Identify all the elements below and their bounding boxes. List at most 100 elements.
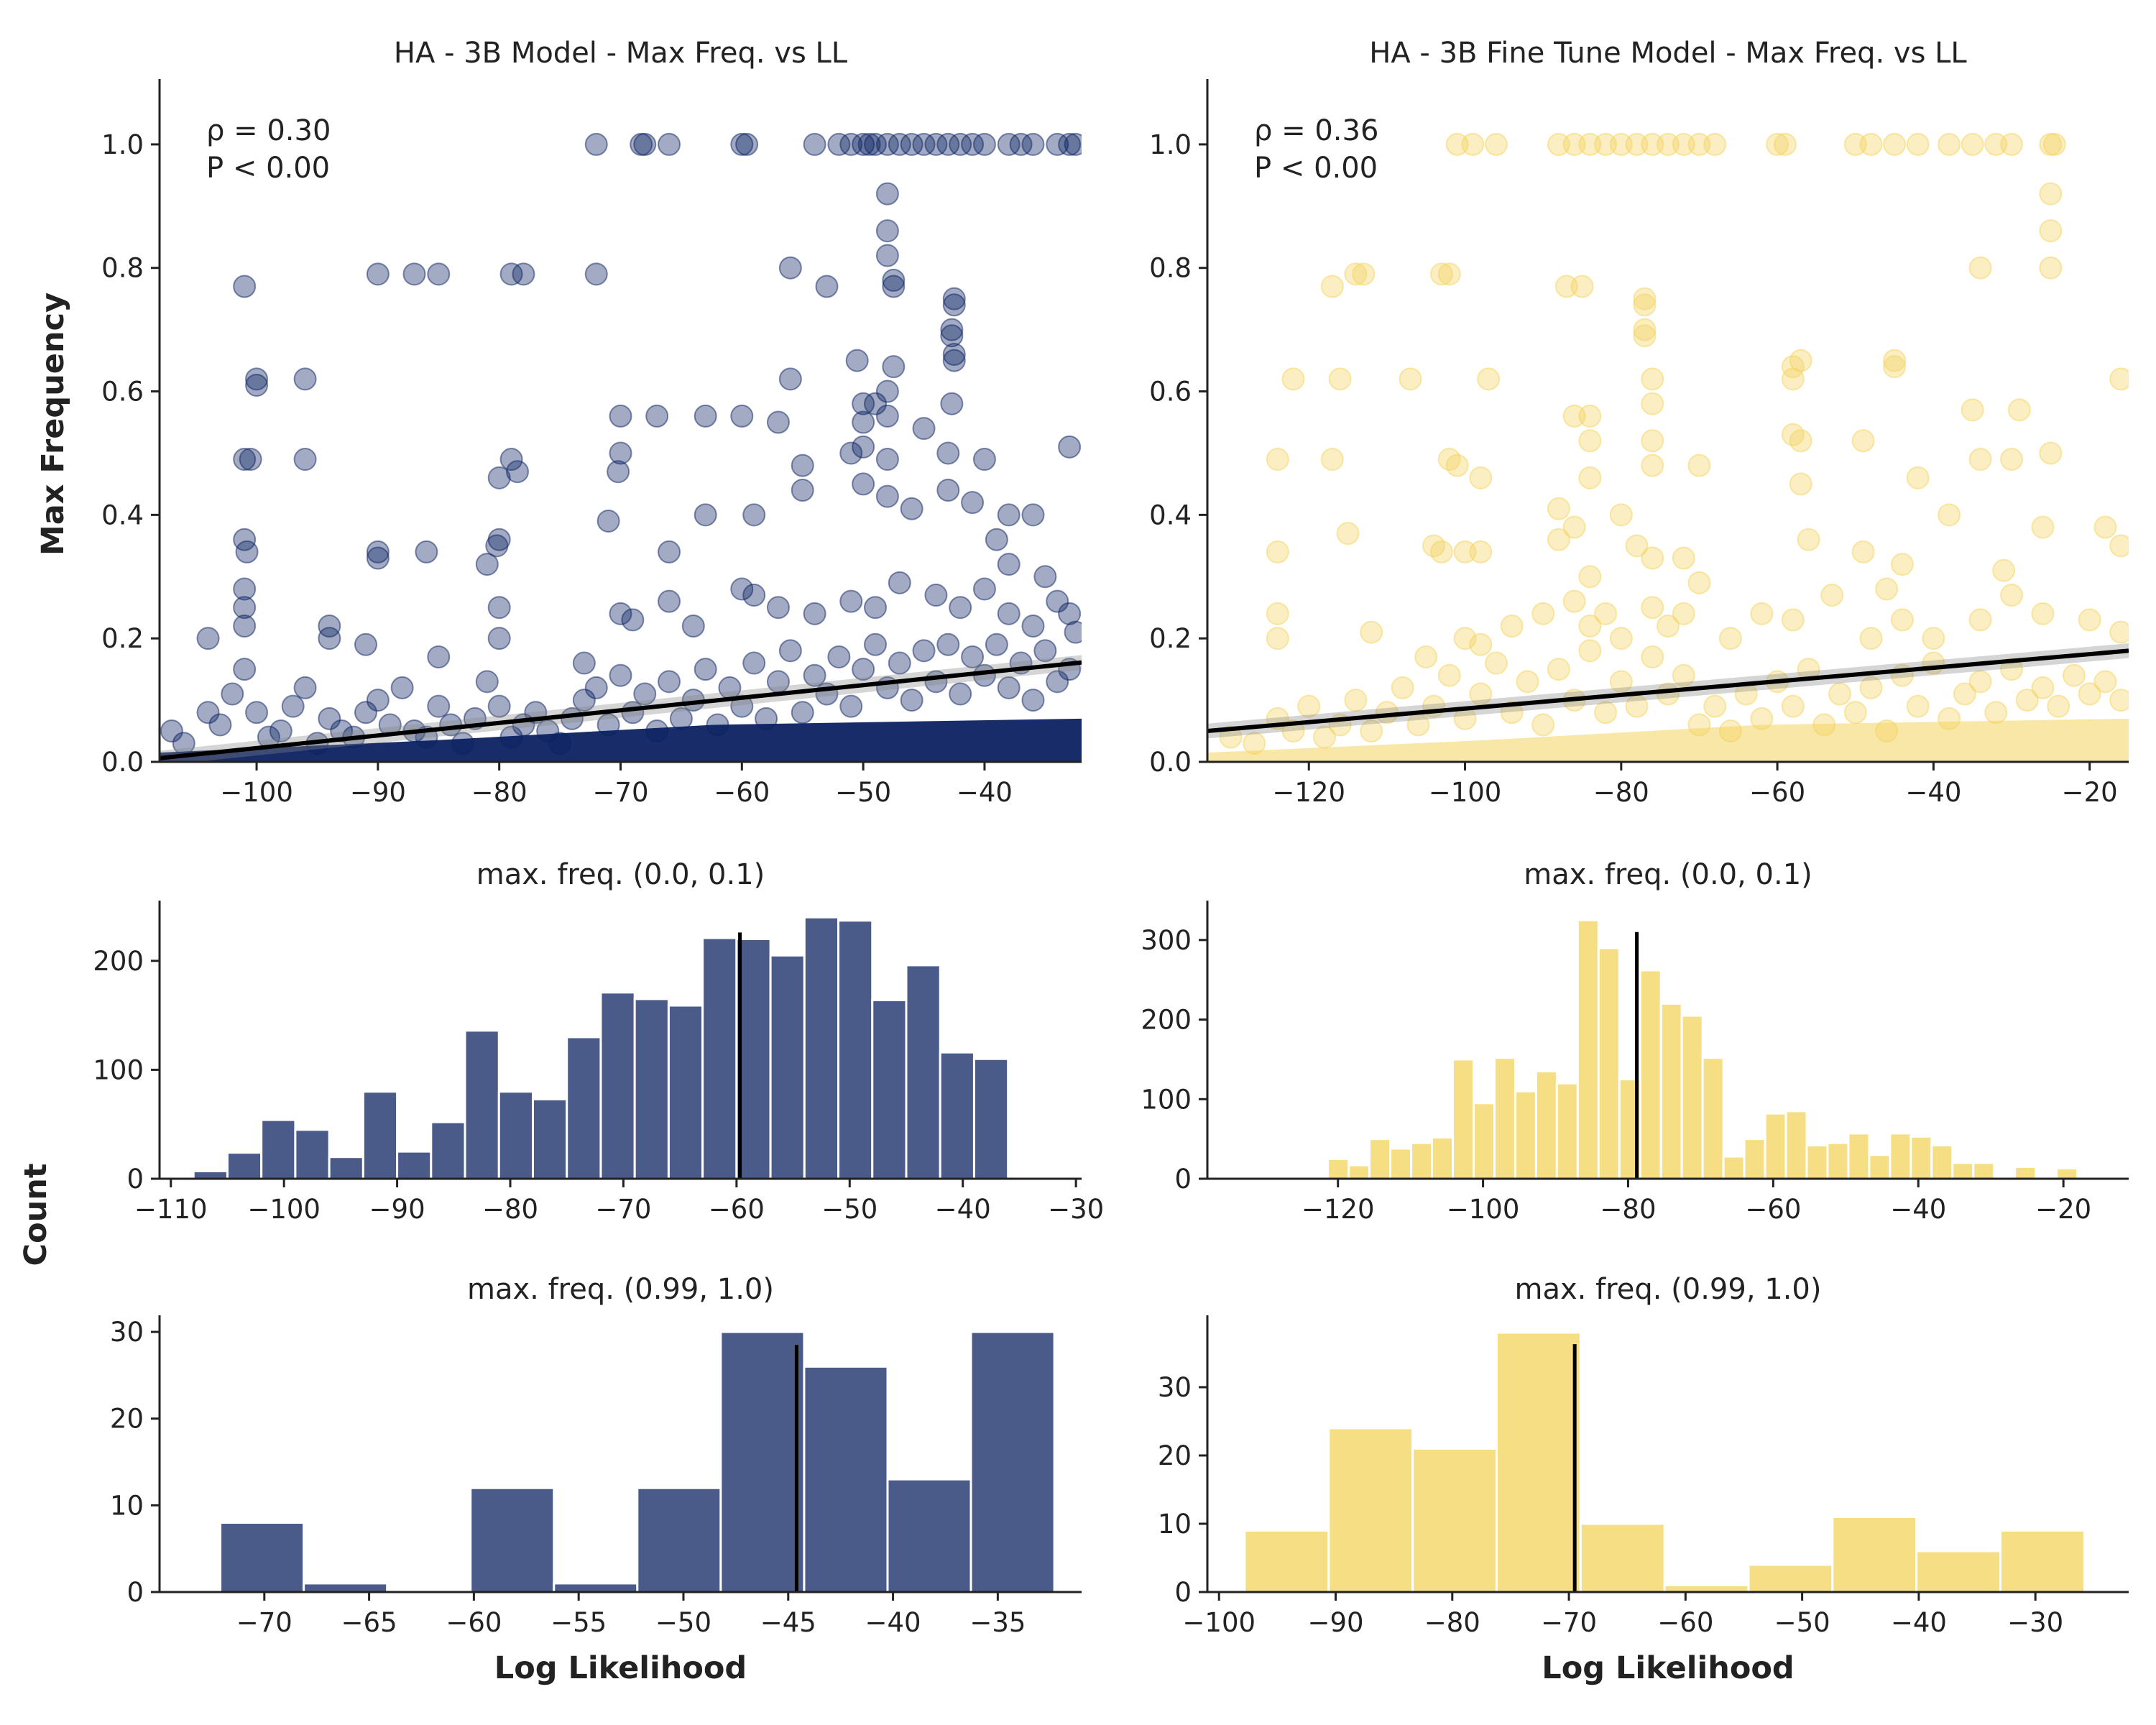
scatter-point <box>584 132 608 156</box>
scatter-point <box>1687 571 1711 594</box>
scatter-point <box>1703 132 1727 156</box>
y-tick-label: 0 <box>1174 1577 1192 1608</box>
scatter-point <box>1562 404 1586 428</box>
x-tick-label: −30 <box>1048 1194 1104 1225</box>
histogram-bar <box>192 1169 229 1179</box>
histogram-bar <box>1909 1135 1933 1179</box>
x-tick-label: −70 <box>592 777 648 808</box>
scatter-point <box>827 645 851 668</box>
y-tick-label: 0 <box>126 1577 144 1608</box>
scatter-point <box>1906 132 1930 156</box>
scatter-point <box>1633 293 1657 317</box>
histogram-bar <box>361 1090 399 1179</box>
stat-rho: ρ = 0.36 <box>1254 114 1378 147</box>
scatter-point <box>735 132 759 156</box>
scatter-point <box>1344 689 1368 712</box>
scatter-point <box>2109 367 2129 391</box>
scatter-point <box>584 676 608 699</box>
scatter-point <box>2000 132 2024 156</box>
histogram-bar <box>1495 1331 1582 1592</box>
scatter-point <box>882 275 906 298</box>
histogram-bar <box>260 1118 297 1179</box>
scatter-point <box>645 404 669 428</box>
histogram-bar <box>1410 1141 1434 1179</box>
scatter-point <box>803 132 826 156</box>
scatter-point <box>949 132 972 156</box>
scatter-point <box>1781 367 1805 391</box>
histogram-bar <box>566 1036 602 1179</box>
histogram-bar <box>1555 1082 1579 1179</box>
x-tick-label: −40 <box>935 1194 991 1225</box>
scatter-point <box>415 540 438 564</box>
histogram-bar <box>969 1330 1056 1592</box>
marks <box>219 1330 1056 1592</box>
histogram-bar <box>1915 1550 2001 1592</box>
histogram-bar <box>1868 1154 1892 1179</box>
y-tick-label: 0.8 <box>1149 253 1192 284</box>
scatter-point <box>487 694 511 718</box>
scatter-point <box>1641 429 1664 453</box>
scatter-point <box>2039 182 2063 206</box>
histogram-bar <box>871 998 908 1179</box>
scatter-point <box>596 509 620 533</box>
panel-hist_ft_low: max. freq. (0.0, 0.1) −120 −100 −80 −60 −40 −2… <box>1141 858 2129 1225</box>
scatter-point <box>1336 522 1360 546</box>
x-tick-label: −50 <box>655 1607 711 1638</box>
scatter-point <box>427 645 451 668</box>
scatter-point <box>1058 435 1082 459</box>
histogram-bar <box>667 1004 704 1179</box>
scatter-point <box>318 615 341 638</box>
scatter-point <box>427 694 451 718</box>
histogram-bar <box>701 937 738 1179</box>
scatter-point <box>1021 615 1045 638</box>
scatter-point <box>245 367 269 391</box>
histogram-bar <box>1579 1522 1666 1592</box>
histogram-bar <box>1722 1155 1746 1179</box>
scatter-point <box>269 719 292 743</box>
panel-hist_ft_high: max. freq. (0.99, 1.0) −100 −90 −80 −70 −60 −5… <box>1158 1273 2129 1686</box>
scatter-point <box>1820 584 1844 607</box>
scatter-point <box>778 639 802 663</box>
chart-title: max. freq. (0.0, 0.1) <box>476 858 765 891</box>
scatter-point <box>196 627 220 650</box>
scatter-point <box>2000 448 2024 472</box>
chart-title: max. freq. (0.0, 0.1) <box>1524 858 1812 891</box>
histogram-bar <box>2055 1167 2079 1179</box>
scatter-point <box>1547 658 1570 681</box>
scatter-point <box>2039 219 2063 243</box>
scatter-point <box>233 448 257 472</box>
x-tick-label: −100 <box>247 1194 321 1225</box>
scatter-point <box>791 454 814 477</box>
scatter-point <box>1594 602 1618 625</box>
scatter-point <box>1890 608 1914 632</box>
scatter-point <box>985 632 1008 656</box>
histogram-bar <box>837 919 874 1179</box>
x-tick-label: −50 <box>1774 1607 1830 1638</box>
y-tick-label: 20 <box>1158 1440 1192 1471</box>
scatter-point <box>1859 627 1883 650</box>
panel-hist_base_high: max. freq. (0.99, 1.0) −70 −65 −60 −55 −50 −45… <box>110 1273 1082 1686</box>
histogram-bar <box>497 1090 534 1179</box>
y-tick-label: 0.2 <box>101 623 144 654</box>
scatter-point <box>1445 132 1469 156</box>
scatter-point <box>658 670 681 694</box>
scatter-point <box>1437 663 1461 687</box>
histogram-bar <box>1639 969 1662 1179</box>
scatter-point <box>1562 515 1586 539</box>
histogram-bar <box>886 1478 972 1592</box>
x-tick-label: −20 <box>2035 1194 2091 1225</box>
scatter-point <box>2039 256 2063 280</box>
scatter-point <box>778 367 802 391</box>
scatter-point <box>1578 404 1602 428</box>
scatter-point <box>1469 682 1493 706</box>
scatter-point <box>2031 602 2055 625</box>
histogram-bar <box>633 998 670 1179</box>
marks <box>1243 1331 2086 1592</box>
histogram-bar <box>1389 1147 1413 1179</box>
scatter-point <box>852 392 875 415</box>
scatter-point <box>2007 398 2031 422</box>
scatter-point <box>1961 398 1984 422</box>
scatter-point <box>1766 132 1789 156</box>
y-tick-label: 300 <box>1141 925 1192 956</box>
scatter-point <box>1883 132 1907 156</box>
